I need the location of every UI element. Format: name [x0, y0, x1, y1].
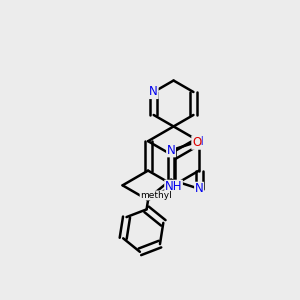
Text: N: N	[195, 182, 203, 195]
Text: N: N	[195, 135, 203, 148]
Text: O: O	[192, 136, 201, 149]
Text: N: N	[167, 144, 176, 157]
Text: methyl: methyl	[140, 191, 172, 200]
Text: N: N	[149, 85, 158, 98]
Text: NH: NH	[165, 180, 182, 193]
